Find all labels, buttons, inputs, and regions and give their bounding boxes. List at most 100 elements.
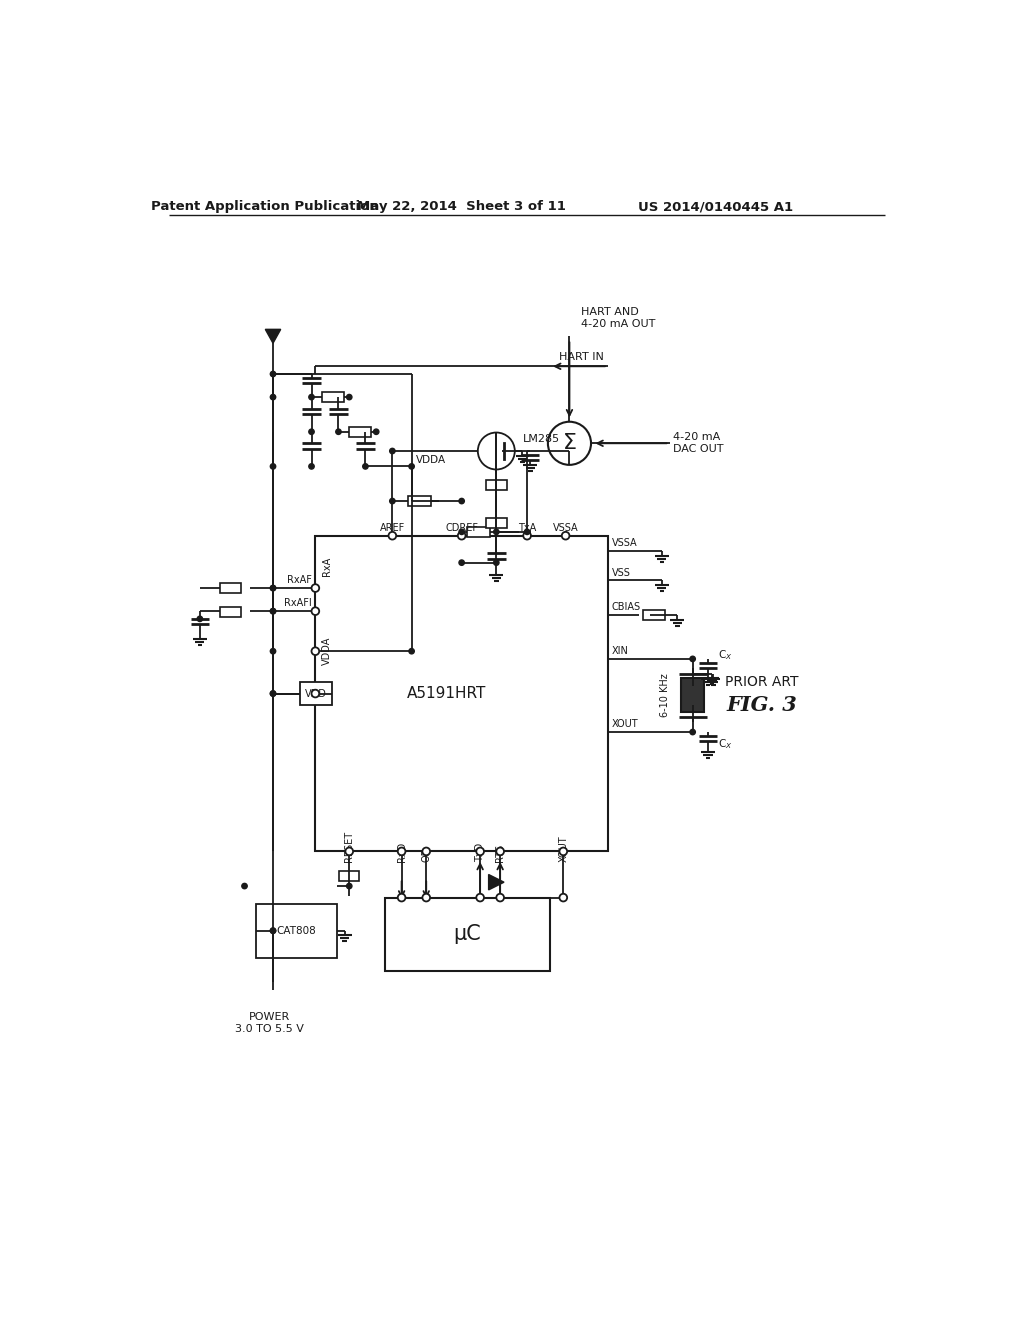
Circle shape (270, 395, 275, 400)
Circle shape (422, 847, 430, 855)
Text: CAT808: CAT808 (276, 925, 316, 936)
Circle shape (497, 894, 504, 902)
Circle shape (559, 847, 567, 855)
Circle shape (494, 560, 499, 565)
Text: VSS: VSS (611, 568, 631, 578)
Bar (256, 904, 337, 958)
Text: VDD: VDD (305, 689, 327, 698)
Circle shape (390, 499, 395, 504)
Text: RESET: RESET (344, 832, 354, 862)
Text: VSSA: VSSA (553, 523, 579, 533)
Text: HART AND: HART AND (581, 308, 639, 317)
Circle shape (562, 532, 569, 540)
Circle shape (559, 894, 567, 902)
Polygon shape (265, 330, 281, 343)
Bar (385, 898, 550, 970)
Bar (681, 678, 705, 711)
Circle shape (309, 463, 314, 469)
Text: US 2014/0140445 A1: US 2014/0140445 A1 (638, 201, 794, 214)
Circle shape (390, 449, 395, 454)
Text: May 22, 2014  Sheet 3 of 11: May 22, 2014 Sheet 3 of 11 (357, 201, 566, 214)
Bar (467, 527, 490, 537)
Text: RxA: RxA (322, 557, 332, 576)
Circle shape (270, 609, 275, 614)
Bar (485, 480, 507, 490)
Text: RxAFI: RxAFI (284, 598, 311, 609)
Text: TxD: TxD (475, 843, 485, 862)
Text: XOUT: XOUT (611, 719, 638, 730)
Bar (643, 610, 665, 620)
Circle shape (397, 894, 406, 902)
Text: 4-20 mA OUT: 4-20 mA OUT (581, 319, 655, 329)
Circle shape (270, 463, 275, 469)
Circle shape (311, 647, 319, 655)
Text: LM285: LM285 (523, 434, 560, 445)
Circle shape (476, 847, 484, 855)
Text: XIN: XIN (611, 647, 629, 656)
Circle shape (309, 395, 314, 400)
Circle shape (311, 689, 319, 697)
Circle shape (690, 730, 695, 735)
Text: C$_X$: C$_X$ (718, 648, 732, 661)
Circle shape (523, 532, 531, 540)
Circle shape (311, 585, 319, 591)
Circle shape (524, 529, 529, 535)
Bar (220, 583, 242, 594)
Circle shape (374, 429, 379, 434)
Bar (408, 496, 431, 507)
Circle shape (497, 847, 504, 855)
Circle shape (270, 371, 275, 376)
Text: AREF: AREF (380, 523, 404, 533)
Text: CDREF: CDREF (445, 523, 478, 533)
Text: DAC OUT: DAC OUT (674, 445, 724, 454)
Text: HART IN: HART IN (558, 352, 603, 362)
Circle shape (346, 395, 352, 400)
Circle shape (548, 422, 591, 465)
Text: Patent Application Publication: Patent Application Publication (152, 201, 379, 214)
Bar (315, 536, 608, 851)
Circle shape (494, 529, 499, 535)
Text: VDDA: VDDA (322, 638, 332, 665)
Bar (485, 517, 507, 528)
Circle shape (270, 648, 275, 653)
Bar (323, 392, 344, 403)
Circle shape (336, 429, 341, 434)
Text: 4-20 mA: 4-20 mA (674, 432, 721, 442)
Text: 6-10 KHz: 6-10 KHz (659, 673, 670, 717)
Circle shape (270, 609, 275, 614)
Circle shape (422, 894, 430, 902)
Text: μC: μC (454, 924, 481, 944)
Polygon shape (488, 875, 504, 890)
Circle shape (198, 616, 203, 622)
Circle shape (270, 928, 275, 933)
Circle shape (270, 690, 275, 696)
Text: RTS: RTS (496, 843, 505, 862)
Circle shape (459, 529, 464, 535)
Text: RxAF: RxAF (287, 576, 311, 585)
Circle shape (270, 928, 275, 933)
Text: RxD: RxD (396, 842, 407, 862)
Circle shape (459, 499, 464, 504)
Text: CBIAS: CBIAS (611, 602, 641, 612)
Text: POWER: POWER (249, 1012, 290, 1022)
Circle shape (397, 847, 406, 855)
Text: A5191HRT: A5191HRT (407, 686, 486, 701)
Text: C$_X$: C$_X$ (718, 737, 732, 751)
Text: VSSA: VSSA (611, 539, 637, 548)
Circle shape (388, 532, 396, 540)
Circle shape (309, 429, 314, 434)
Circle shape (690, 656, 695, 661)
Bar (339, 871, 359, 882)
Text: FIG. 3: FIG. 3 (727, 696, 798, 715)
Text: PRIOR ART: PRIOR ART (725, 675, 799, 689)
Text: XOUT: XOUT (558, 836, 568, 862)
Bar (220, 607, 242, 616)
Text: OD: OD (421, 847, 431, 862)
Circle shape (345, 847, 353, 855)
Text: Σ: Σ (562, 433, 577, 453)
Text: 3.0 TO 5.5 V: 3.0 TO 5.5 V (234, 1023, 303, 1034)
Circle shape (346, 883, 352, 888)
Circle shape (270, 585, 275, 591)
Circle shape (270, 585, 275, 591)
Circle shape (458, 532, 466, 540)
